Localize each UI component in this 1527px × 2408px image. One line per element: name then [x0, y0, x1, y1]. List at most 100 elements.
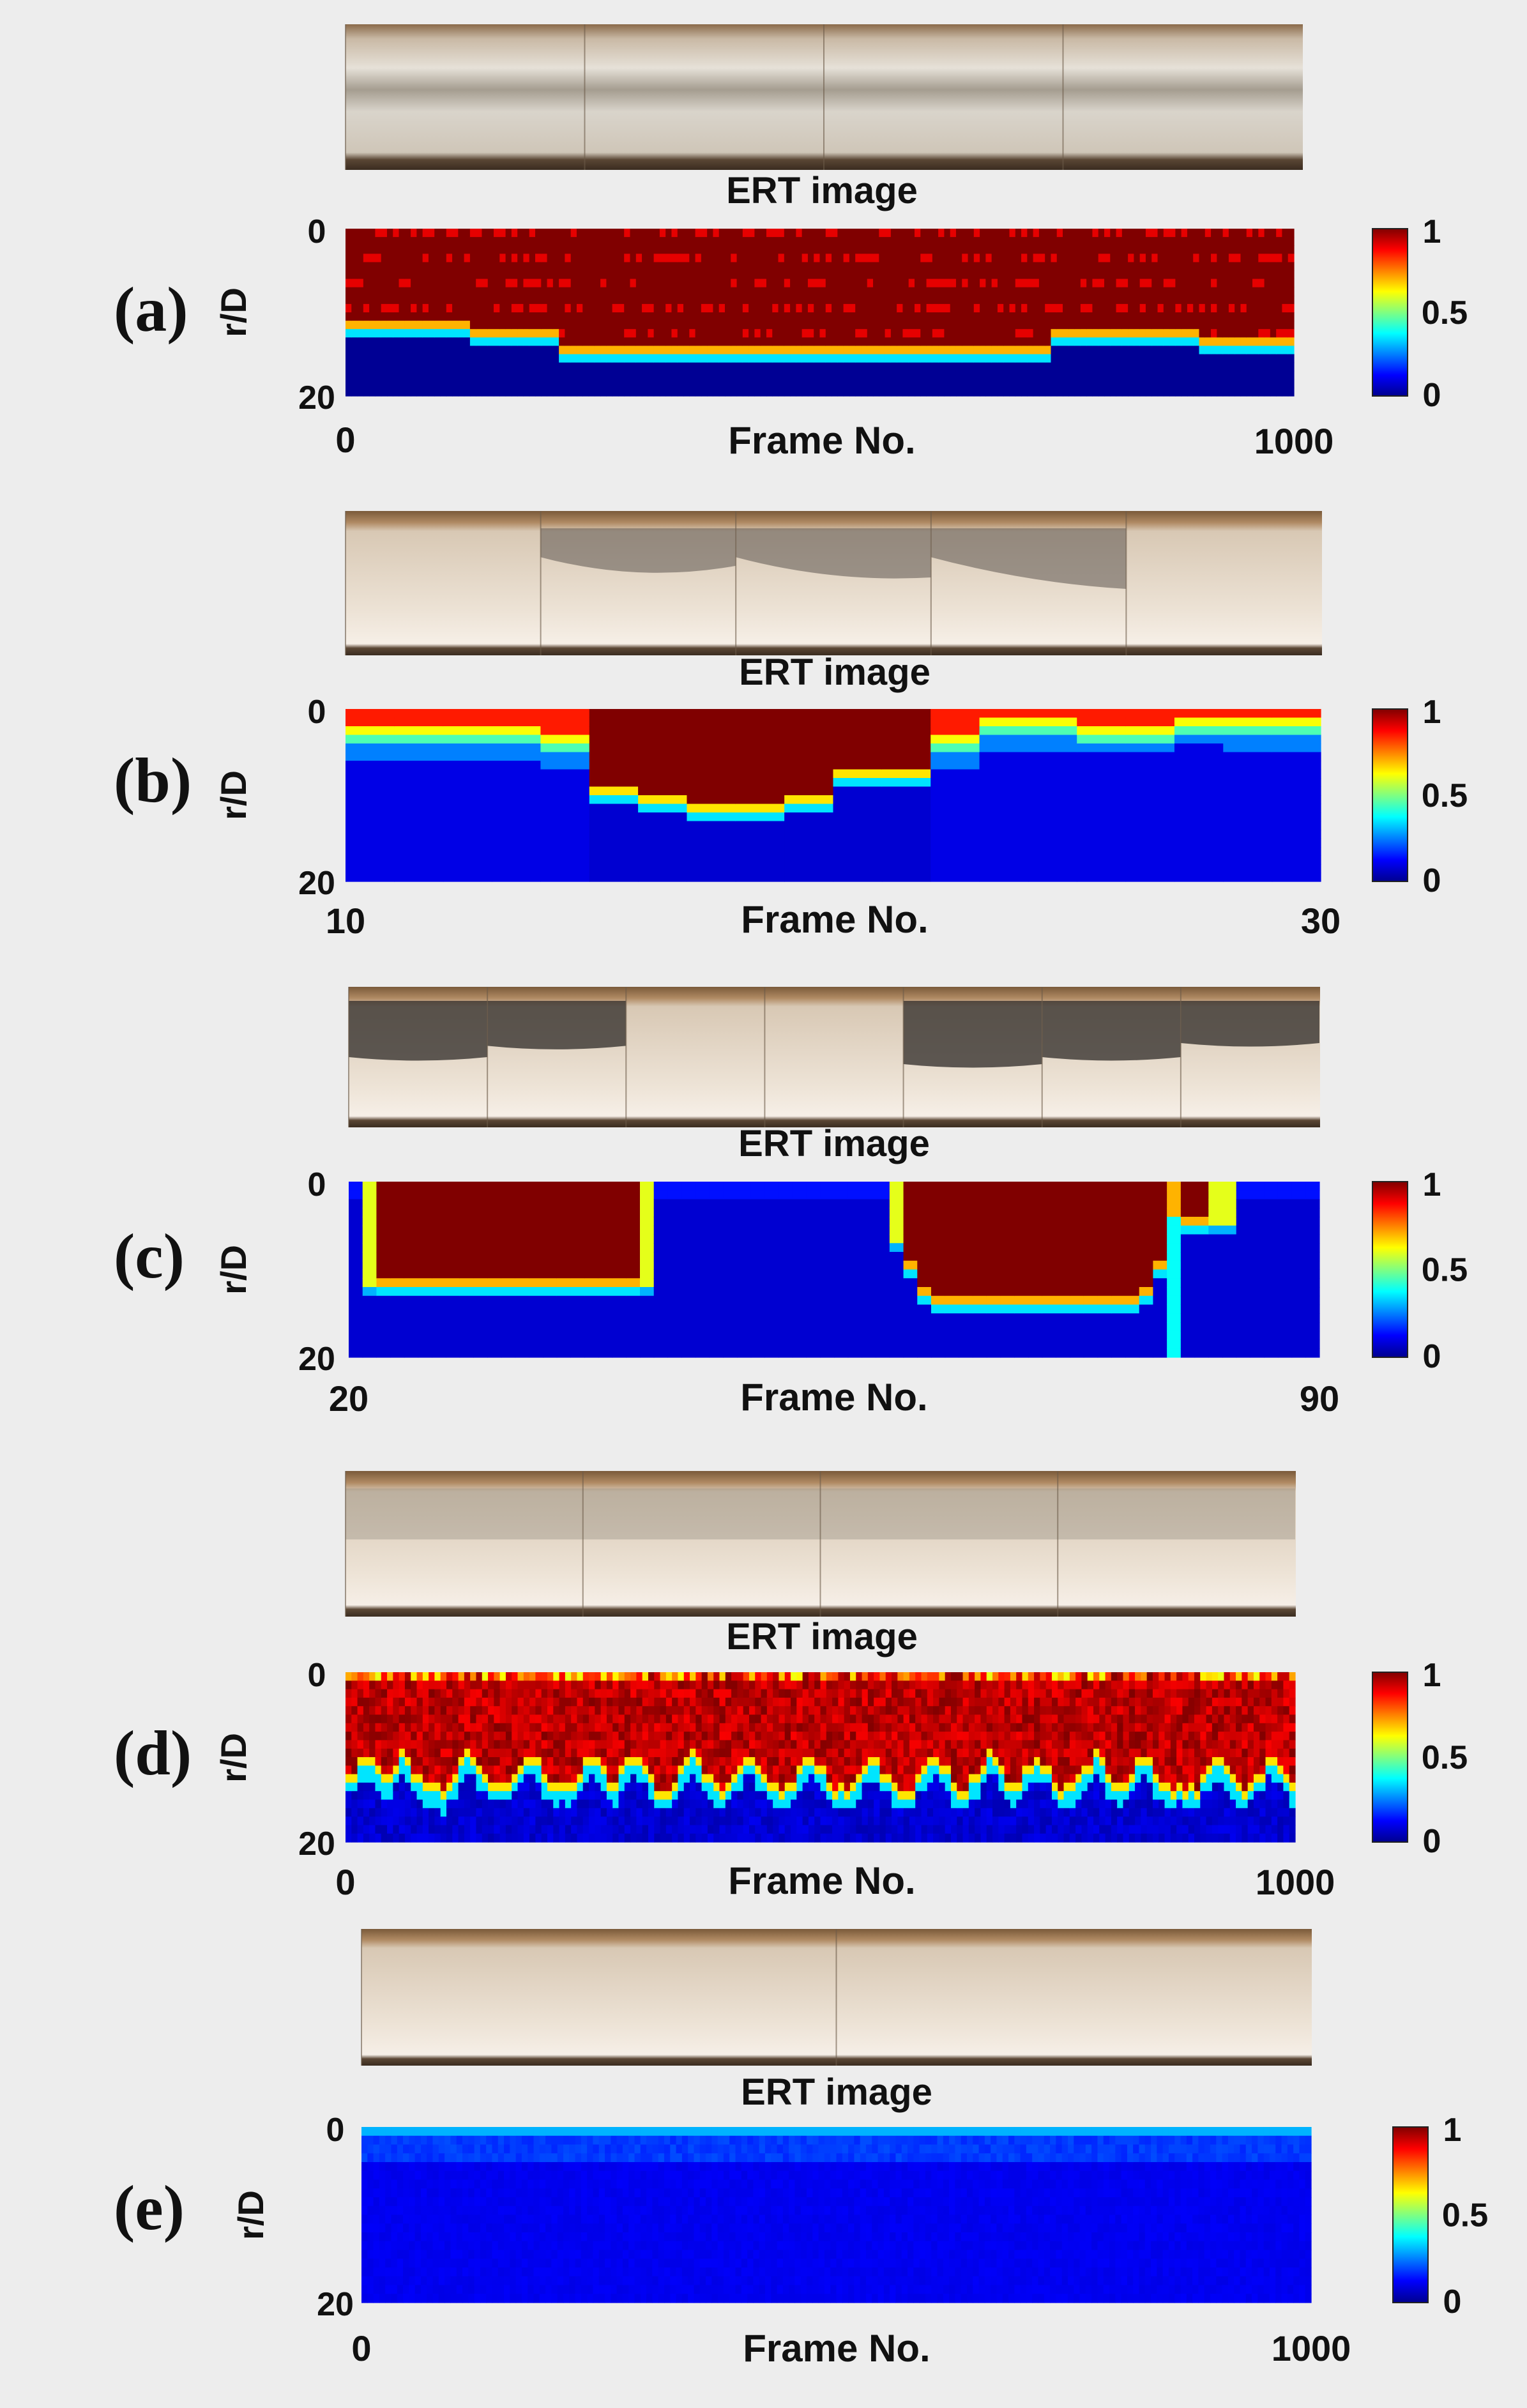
heatmap-cell: [1056, 1269, 1070, 1279]
heatmap-cell: [1228, 329, 1235, 338]
heatmap-cell: [606, 387, 613, 397]
heatmap-cell: [1250, 1234, 1265, 1244]
heatmap-cell: [349, 1217, 363, 1226]
heatmap-cell: [723, 1199, 738, 1208]
heatmap-cell: [547, 254, 554, 263]
heatmap-cell: [1157, 237, 1164, 246]
heatmap-cell: [1194, 1190, 1209, 1200]
heatmap-cell: [1083, 1313, 1098, 1323]
heatmap: [349, 1182, 1320, 1358]
heatmap-cell: [529, 1182, 543, 1191]
heatmap-cell: [1270, 254, 1277, 263]
heatmap-cell: [1187, 379, 1194, 388]
heatmap-cell: [1051, 329, 1058, 338]
heatmap-cell: [640, 1295, 655, 1306]
heatmap-cell: [552, 262, 559, 271]
heatmap-cell: [695, 287, 702, 296]
heatmap-cell: [499, 303, 506, 313]
heatmap-cell: [1015, 346, 1022, 355]
heatmap-cell: [1250, 1313, 1265, 1323]
heatmap-cell: [529, 1322, 543, 1332]
heatmap-cell: [944, 312, 951, 321]
heatmap-cell: [1068, 270, 1075, 280]
heatmap-cell: [931, 1234, 946, 1244]
heatmap-cell: [806, 1252, 821, 1261]
heatmap-cell: [945, 1260, 960, 1270]
heatmap-cell: [446, 237, 453, 246]
heatmap-cell: [855, 278, 862, 288]
heatmap-cell: [446, 1199, 460, 1208]
heatmap-cell: [713, 262, 720, 271]
heatmap-cell: [1276, 329, 1283, 338]
heatmap-cell: [991, 287, 998, 296]
heatmap-cell: [849, 370, 856, 380]
heatmap-cell: [843, 287, 850, 296]
heatmap-cell: [926, 278, 933, 288]
heatmap-cell: [814, 354, 821, 363]
heatmap-cell: [594, 287, 601, 296]
heatmap-cell: [1000, 1295, 1015, 1306]
heatmap-cell: [931, 717, 980, 727]
heatmap-cell: [376, 1225, 391, 1235]
heatmap-cell: [1240, 237, 1247, 246]
heatmap-cell: [784, 847, 834, 857]
heatmap-cell: [1193, 312, 1200, 321]
heatmap-cell: [962, 337, 969, 346]
heatmap-cell: [926, 346, 933, 355]
heatmap-cell: [915, 237, 921, 246]
heatmap-cell: [428, 387, 435, 397]
heatmap-cell: [618, 245, 625, 254]
heatmap-cell: [754, 303, 761, 313]
heatmap-cell: [920, 287, 927, 296]
heatmap-cell: [1246, 262, 1253, 271]
heatmap-cell: [1003, 287, 1010, 296]
heatmap-cell: [1181, 346, 1188, 355]
heatmap-cell: [748, 321, 756, 330]
heatmap-cell: [376, 1313, 391, 1323]
heatmap-cell: [369, 362, 376, 372]
heatmap-cell: [517, 278, 524, 288]
heatmap-cell: [897, 245, 904, 254]
heatmap-cell: [985, 303, 992, 313]
heatmap-cell: [404, 1269, 419, 1279]
heatmap-cell: [920, 270, 927, 280]
heatmap-cell: [469, 329, 476, 338]
heatmap-cell: [1167, 1243, 1181, 1253]
heatmap-cell: [1204, 321, 1212, 330]
heatmap-cell: [501, 1278, 516, 1288]
heatmap-cell: [523, 362, 530, 372]
heatmap-cell: [1128, 278, 1135, 288]
heatmap-cell: [920, 387, 927, 397]
heatmap-cell: [594, 370, 601, 380]
heatmap-cell: [991, 295, 998, 305]
heatmap-cell: [635, 229, 642, 238]
heatmap-cell: [1028, 1182, 1043, 1191]
heatmap-cell: [618, 379, 625, 388]
heatmap-cell: [784, 370, 791, 380]
heatmap-cell: [598, 1252, 613, 1261]
heatmap-cell: [612, 1190, 627, 1200]
heatmap-cell: [671, 362, 678, 372]
heatmap-cell: [535, 262, 542, 271]
heatmap-cell: [540, 786, 590, 796]
heatmap-cell: [1015, 270, 1022, 280]
heatmap-cell: [1139, 1304, 1154, 1314]
heatmap-cell: [1003, 229, 1010, 238]
heatmap-cell: [750, 1287, 766, 1297]
heatmap-cell: [529, 1225, 543, 1235]
heatmap-cell: [1070, 1199, 1084, 1208]
heatmap-cell: [1083, 1348, 1098, 1358]
heatmap-cell: [1042, 1304, 1057, 1314]
heatmap-cell: [487, 1199, 502, 1208]
heatmap-cell: [814, 387, 821, 397]
heatmap-cell: [362, 1278, 377, 1288]
heatmap-cell: [1128, 303, 1135, 313]
heatmap-cell: [494, 303, 500, 313]
heatmap-cell: [725, 295, 731, 305]
heatmap-cell: [1083, 1199, 1098, 1208]
heatmap-cell: [1003, 329, 1010, 338]
heatmap-cell: [1134, 379, 1141, 388]
heatmap-cell: [973, 1190, 987, 1200]
heatmap-cell: [825, 379, 832, 388]
heatmap-cell: [416, 312, 423, 321]
